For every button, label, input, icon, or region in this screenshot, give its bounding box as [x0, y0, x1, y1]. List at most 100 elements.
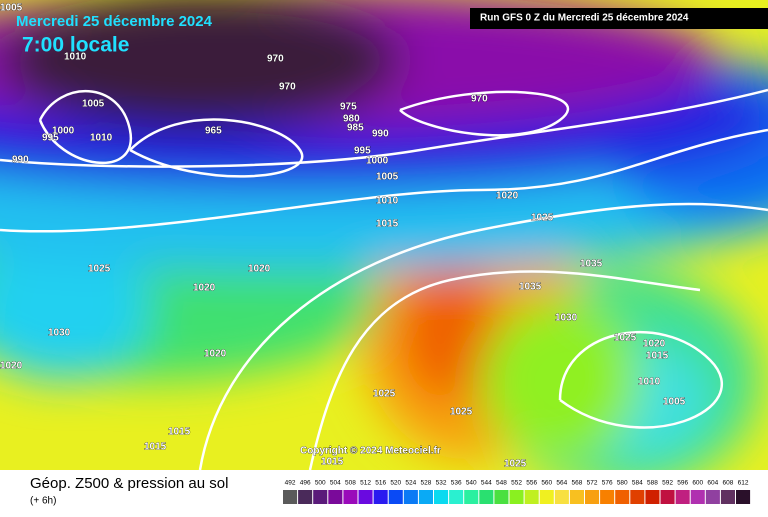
legend-label: 612: [738, 480, 749, 487]
isobar-label: 1030: [555, 313, 578, 324]
isobar-label: 990: [12, 155, 29, 166]
isobars: [0, 88, 768, 470]
legend-swatch: [343, 490, 358, 504]
legend-swatch: [645, 490, 660, 504]
legend-label: 504: [330, 480, 341, 487]
legend-label: 580: [617, 480, 628, 487]
isobar-label: 1015: [646, 351, 669, 362]
isobar-label: 1020: [248, 264, 271, 275]
legend-label: 596: [677, 480, 688, 487]
isobar-label: 1020: [0, 361, 23, 372]
isobar-label: 1015: [321, 457, 344, 468]
isobar-label: 985: [347, 123, 364, 134]
isobar-label: 1020: [496, 191, 519, 202]
isobar-label: 1025: [450, 407, 473, 418]
isobar-label: 1025: [373, 389, 396, 400]
legend-swatch: [600, 490, 615, 504]
legend-swatch: [660, 490, 675, 504]
legend-swatch: [554, 490, 569, 504]
legend-label: 520: [390, 480, 401, 487]
legend-label: 524: [405, 480, 416, 487]
legend-label: 512: [360, 480, 371, 487]
run-info: Run GFS 0 Z du Mercredi 25 décembre 2024: [480, 13, 689, 24]
isobar-label: 995: [42, 133, 59, 144]
legend-swatch: [358, 490, 373, 504]
legend-label: 592: [662, 480, 673, 487]
isobar-label: 1025: [504, 459, 527, 470]
isobar-label: 975: [340, 102, 357, 113]
isobar-label: 1030: [48, 328, 71, 339]
isobar-label: 1000: [52, 126, 75, 137]
legend-swatch: [720, 490, 735, 504]
legend-label: 604: [707, 480, 718, 487]
legend-swatch: [283, 490, 298, 504]
legend-label: 496: [300, 480, 311, 487]
isobar-label: 1015: [168, 427, 191, 438]
legend-swatch: [675, 490, 690, 504]
legend-swatch: [434, 490, 449, 504]
isobar-label: 970: [279, 82, 296, 93]
legend-swatch: [630, 490, 645, 504]
legend-swatch: [403, 490, 418, 504]
isobar-label: 1035: [519, 282, 542, 293]
legend-swatch: [615, 490, 630, 504]
isobar-label: 1020: [193, 283, 216, 294]
isobar-label: 1020: [643, 339, 666, 350]
legend-label: 572: [587, 480, 598, 487]
legend-swatch: [464, 490, 479, 504]
legend-label: 564: [556, 480, 567, 487]
isobar-label: 1025: [614, 333, 637, 344]
legend-label: 560: [541, 480, 552, 487]
isobar-label: 1005: [663, 397, 686, 408]
legend-swatch: [569, 490, 584, 504]
legend-swatch: [690, 490, 705, 504]
legend-swatch: [298, 490, 313, 504]
date: Mercredi 25 décembre 2024: [16, 13, 213, 30]
isobar-label: 1015: [144, 442, 167, 453]
isobar-label: 1010: [376, 196, 399, 207]
legend-label: 544: [481, 480, 492, 487]
isobar-label: 1025: [88, 264, 111, 275]
legend-label: 576: [602, 480, 613, 487]
legend-swatch: [524, 490, 539, 504]
legend-swatch: [509, 490, 524, 504]
legend-swatch: [539, 490, 554, 504]
legend-label: 516: [375, 480, 386, 487]
legend-swatch: [313, 490, 328, 504]
legend-swatch: [585, 490, 600, 504]
legend-swatch: [449, 490, 464, 504]
legend-label: 608: [723, 480, 734, 487]
legend-swatch: [328, 490, 343, 504]
isobar-label: 1010: [638, 377, 661, 388]
legend-swatch: [373, 490, 388, 504]
isobar-label: 965: [205, 126, 222, 137]
footer-title: Géop. Z500 & pression au sol: [30, 475, 228, 492]
legend-label: 548: [496, 480, 507, 487]
color-legend: 492 496 500 504 508 512 516 520 524 528 532 536 540 5…: [283, 480, 751, 504]
legend-label: 532: [436, 480, 447, 487]
isobar-label: 1020: [204, 349, 227, 360]
isobar-label: 1025: [531, 213, 554, 224]
legend-swatch: [736, 490, 751, 504]
legend-label: 584: [632, 480, 643, 487]
legend-label: 500: [315, 480, 326, 487]
copyright: Copyright © 2024 Meteociel.fr: [300, 446, 441, 457]
isobar-label: 1035: [580, 259, 603, 270]
isobar-label: 1015: [376, 219, 399, 230]
isobar-label: 970: [267, 54, 284, 65]
isobar-label: 1010: [90, 133, 113, 144]
legend-label: 528: [421, 480, 432, 487]
legend-swatch: [494, 490, 509, 504]
legend-label: 536: [451, 480, 462, 487]
isobar-label: 990: [372, 129, 389, 140]
isobar-label: 1005: [82, 99, 105, 110]
isobar-label: 1000: [366, 156, 389, 167]
legend-label: 552: [511, 480, 522, 487]
legend-swatch: [418, 490, 433, 504]
legend-label: 600: [692, 480, 703, 487]
isobar-label: 1005: [0, 3, 23, 14]
legend-label: 540: [466, 480, 477, 487]
isobar-label: 970: [471, 94, 488, 105]
isobar-label: 1010: [64, 52, 87, 63]
